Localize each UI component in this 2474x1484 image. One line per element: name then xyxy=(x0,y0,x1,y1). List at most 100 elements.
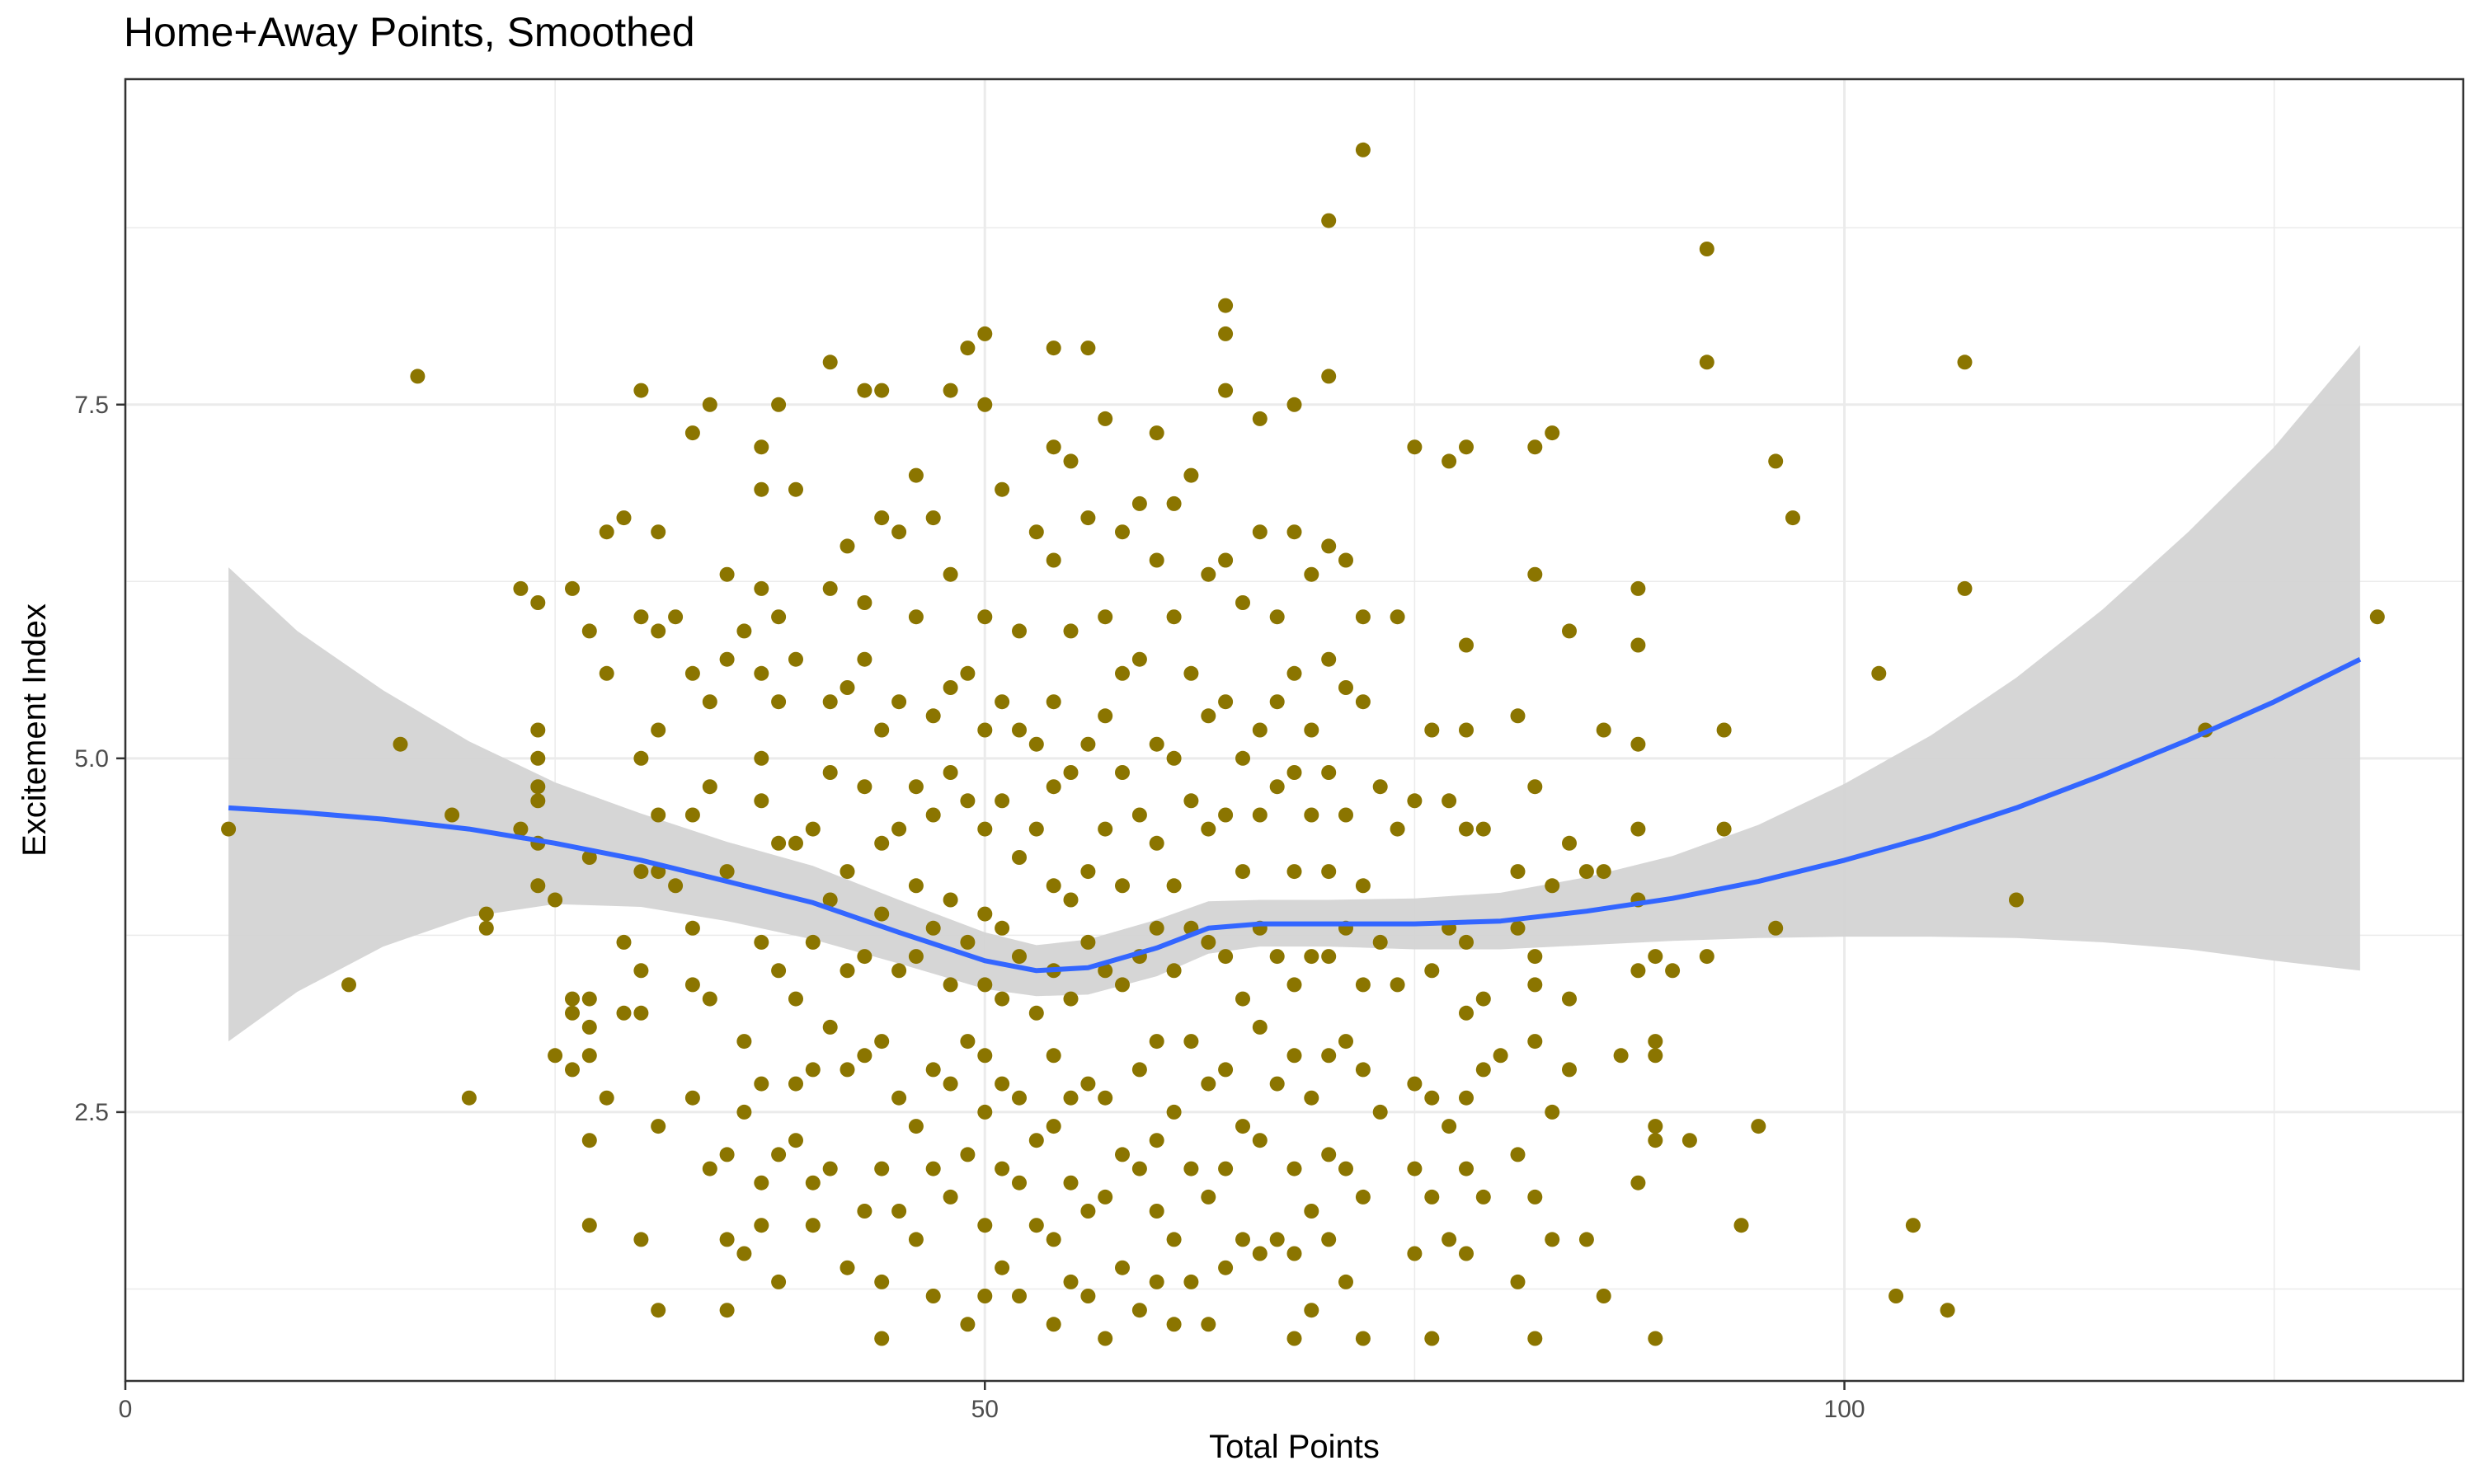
data-point xyxy=(1080,340,1096,356)
data-point xyxy=(960,1147,976,1162)
data-point xyxy=(754,665,769,681)
data-point xyxy=(736,623,752,639)
data-point xyxy=(874,1274,890,1289)
data-point xyxy=(1028,821,1044,837)
data-point xyxy=(1562,991,1577,1007)
data-point xyxy=(1252,524,1268,540)
data-point xyxy=(1098,1090,1113,1106)
data-point xyxy=(1648,949,1663,965)
data-point xyxy=(684,807,700,823)
data-point xyxy=(1321,765,1337,780)
data-point xyxy=(1080,934,1096,950)
data-point xyxy=(1321,651,1337,667)
data-point xyxy=(1545,425,1560,441)
data-point xyxy=(1286,1331,1302,1346)
data-point xyxy=(891,1090,907,1106)
data-point xyxy=(1338,1274,1353,1289)
data-point xyxy=(771,1147,787,1162)
data-point xyxy=(1218,383,1234,398)
data-point xyxy=(1235,991,1250,1007)
data-point xyxy=(581,1218,597,1233)
data-point xyxy=(530,595,546,610)
data-point xyxy=(1115,765,1130,780)
data-point xyxy=(822,765,838,780)
data-point xyxy=(1012,1175,1027,1190)
data-point xyxy=(908,779,924,795)
data-point xyxy=(1338,1034,1353,1050)
data-point xyxy=(1527,1189,1543,1205)
data-point xyxy=(805,1062,821,1078)
data-point xyxy=(1871,665,1887,681)
data-point xyxy=(719,651,735,667)
data-point xyxy=(995,1260,1010,1275)
data-point xyxy=(1235,750,1250,766)
data-point xyxy=(1286,397,1302,412)
data-point xyxy=(822,694,838,710)
data-point xyxy=(1681,1133,1697,1148)
data-point xyxy=(805,934,821,950)
data-point xyxy=(1218,694,1234,710)
data-point xyxy=(822,580,838,596)
data-point xyxy=(633,1005,649,1021)
data-point xyxy=(1459,1246,1474,1261)
data-point xyxy=(393,736,408,752)
x-tick-label: 50 xyxy=(971,1396,999,1423)
data-point xyxy=(1252,722,1268,738)
data-point xyxy=(1699,355,1714,370)
data-point xyxy=(771,835,787,851)
data-point xyxy=(1149,736,1164,752)
data-point xyxy=(1304,1090,1319,1106)
data-point xyxy=(1648,1331,1663,1346)
data-point xyxy=(995,481,1010,497)
data-point xyxy=(1046,552,1061,568)
data-point xyxy=(1201,1076,1216,1092)
y-axis: 2.5 5.0 7.5 xyxy=(74,392,125,1126)
data-point xyxy=(1131,1161,1147,1176)
data-point xyxy=(1149,835,1164,851)
data-point xyxy=(1338,552,1353,568)
data-point xyxy=(822,892,838,908)
data-point xyxy=(943,977,958,993)
data-point xyxy=(874,510,890,526)
data-point xyxy=(1063,623,1079,639)
data-point xyxy=(1286,524,1302,540)
data-point xyxy=(891,524,907,540)
data-point xyxy=(478,906,494,922)
data-point xyxy=(668,609,684,625)
data-point xyxy=(822,1019,838,1035)
data-point xyxy=(1098,411,1113,426)
data-point xyxy=(1613,1048,1629,1064)
data-point xyxy=(840,1260,855,1275)
data-point xyxy=(995,991,1010,1007)
data-point xyxy=(719,1147,735,1162)
data-point xyxy=(1424,1189,1440,1205)
data-point xyxy=(581,1019,597,1035)
data-point xyxy=(1372,1104,1388,1120)
data-point xyxy=(822,1161,838,1176)
data-point xyxy=(1235,1232,1250,1247)
data-point xyxy=(1545,1232,1560,1247)
data-point xyxy=(977,326,993,341)
data-point xyxy=(530,793,546,809)
data-point xyxy=(1063,765,1079,780)
data-point xyxy=(1596,722,1611,738)
data-point xyxy=(1785,510,1800,526)
data-point xyxy=(891,821,907,837)
data-point xyxy=(684,665,700,681)
data-point xyxy=(1028,1133,1044,1148)
data-point xyxy=(1286,1246,1302,1261)
data-point xyxy=(1321,213,1337,228)
data-point xyxy=(1012,1289,1027,1303)
data-point xyxy=(840,680,855,695)
data-point xyxy=(1562,1062,1577,1078)
data-point xyxy=(822,355,838,370)
data-point xyxy=(1493,1048,1508,1064)
data-point xyxy=(565,1005,580,1021)
data-point xyxy=(1286,665,1302,681)
data-point xyxy=(1355,878,1371,894)
data-point xyxy=(1235,595,1250,610)
data-point xyxy=(1131,651,1147,667)
x-axis-title: Total Points xyxy=(1209,1429,1380,1465)
data-point xyxy=(1733,1218,1749,1233)
